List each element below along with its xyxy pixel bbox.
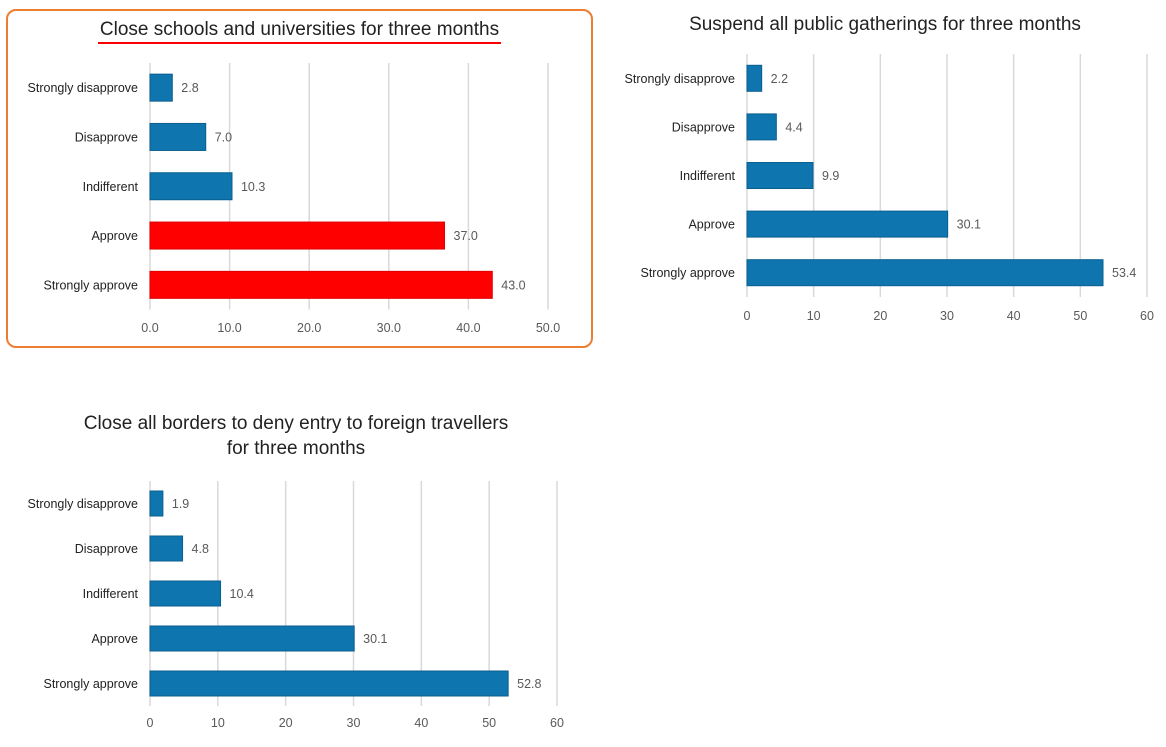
- data-label: 53.4: [1112, 266, 1136, 280]
- x-tick-label: 40: [1007, 309, 1021, 323]
- data-label: 30.1: [957, 218, 981, 232]
- category-label: Disapprove: [672, 120, 735, 134]
- x-tick-label: 50: [482, 716, 496, 730]
- bar: [149, 670, 509, 697]
- x-tick-label: 40: [414, 716, 428, 730]
- data-label: 1.9: [172, 497, 189, 511]
- data-label: 10.3: [241, 180, 265, 194]
- bar: [149, 490, 164, 517]
- data-label: 52.8: [517, 677, 541, 691]
- x-tick-label: 0.0: [141, 321, 158, 335]
- bar: [149, 221, 446, 250]
- bar: [746, 113, 777, 141]
- bar: [149, 270, 493, 299]
- bar-chart-schools: 0.0 10.0 20.0 30.0 40.0 50.0 Strongly disappro…: [28, 63, 560, 335]
- category-label: Strongly disapprove: [28, 81, 139, 95]
- x-tick-label: 60: [1140, 309, 1154, 323]
- x-tick-label: 50.0: [536, 321, 560, 335]
- category-label: Approve: [91, 229, 138, 243]
- x-tick-label: 20: [279, 716, 293, 730]
- bar: [746, 210, 949, 238]
- data-label: 37.0: [454, 229, 478, 243]
- chart-title: Suspend all public gatherings for three …: [605, 12, 1165, 37]
- chart-title: Close all borders to deny entry to forei…: [6, 411, 586, 461]
- data-label: 30.1: [363, 632, 387, 646]
- category-label: Strongly approve: [43, 278, 138, 292]
- chart-panel-gatherings: Suspend all public gatherings for three …: [605, 4, 1165, 349]
- data-label: 4.4: [785, 120, 802, 134]
- category-label: Strongly disapprove: [28, 497, 139, 511]
- bar: [746, 259, 1104, 287]
- data-label: 10.4: [230, 587, 254, 601]
- chart-panel-schools: Close schools and universities for three…: [6, 9, 593, 348]
- bar: [149, 535, 184, 562]
- bar: [149, 625, 355, 652]
- category-label: Disapprove: [75, 542, 138, 556]
- x-tick-label: 10: [807, 309, 821, 323]
- x-tick-label: 40.0: [456, 321, 480, 335]
- bar-chart-borders: 0 10 20 30 40 50 60 Strongly disapprove 1.9 Disap…: [28, 481, 564, 730]
- x-tick-label: 30.0: [377, 321, 401, 335]
- category-label: Indifferent: [680, 169, 736, 183]
- data-label: 4.8: [192, 542, 209, 556]
- bar: [149, 73, 173, 102]
- data-label: 2.2: [771, 72, 788, 86]
- bar: [746, 64, 763, 92]
- chart-title-text: Suspend all public gatherings for three …: [689, 14, 1081, 35]
- chart-title: Close schools and universities for three…: [8, 17, 591, 44]
- bar: [149, 172, 233, 201]
- x-tick-label: 10.0: [217, 321, 241, 335]
- category-label: Indifferent: [83, 587, 139, 601]
- x-tick-label: 20: [873, 309, 887, 323]
- chart-title-line-2: for three months: [226, 438, 366, 459]
- category-label: Strongly disapprove: [625, 72, 736, 86]
- category-label: Approve: [91, 632, 138, 646]
- x-tick-label: 60: [550, 716, 564, 730]
- bar: [746, 162, 814, 189]
- bar-chart-gatherings: 0 10 20 30 40 50 60 Strongly disapprove 2.2 Disap…: [625, 54, 1154, 323]
- chart-title-text: Close schools and universities for three…: [97, 19, 502, 44]
- x-tick-label: 30: [940, 309, 954, 323]
- category-label: Approve: [688, 218, 735, 232]
- data-label: 7.0: [215, 130, 232, 144]
- category-label: Strongly approve: [43, 677, 138, 691]
- x-tick-label: 10: [211, 716, 225, 730]
- bar: [149, 580, 222, 607]
- chart-panel-borders: Close all borders to deny entry to forei…: [6, 405, 586, 745]
- x-tick-label: 0: [147, 716, 154, 730]
- x-tick-label: 20.0: [297, 321, 321, 335]
- chart-title-line-1: Close all borders to deny entry to forei…: [83, 413, 509, 434]
- category-label: Disapprove: [75, 130, 138, 144]
- category-label: Indifferent: [83, 180, 139, 194]
- data-label: 9.9: [822, 169, 839, 183]
- x-tick-label: 30: [347, 716, 361, 730]
- category-label: Strongly approve: [640, 266, 735, 280]
- bar: [149, 122, 207, 151]
- data-label: 43.0: [501, 278, 525, 292]
- data-label: 2.8: [181, 81, 198, 95]
- x-tick-label: 50: [1073, 309, 1087, 323]
- x-tick-label: 0: [744, 309, 751, 323]
